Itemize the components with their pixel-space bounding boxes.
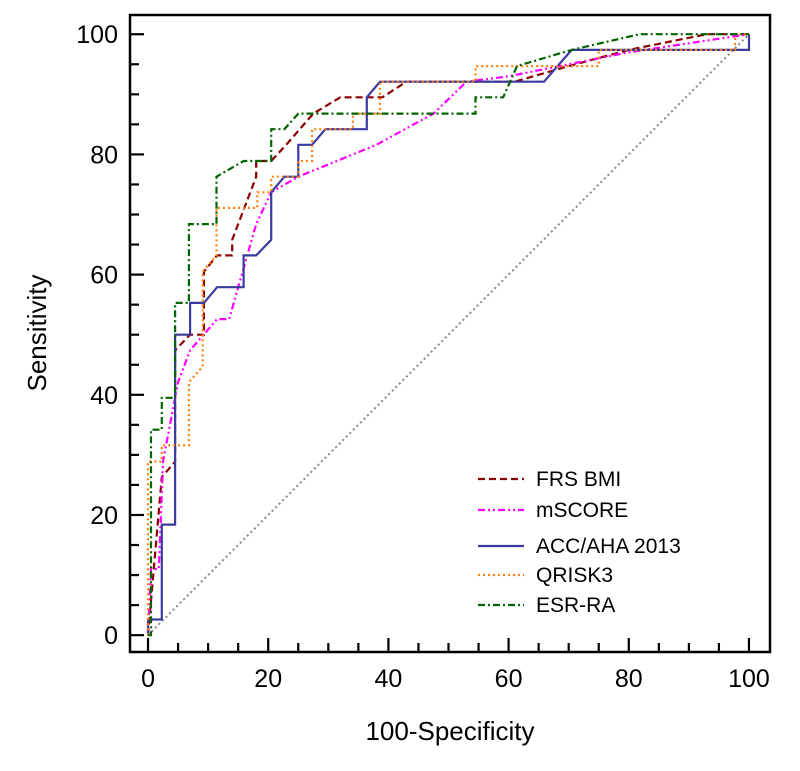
- y-axis-title: Sensitivity: [22, 274, 52, 391]
- series-line-esr-ra: [148, 33, 749, 637]
- x-tick-label: 0: [141, 665, 155, 693]
- series-line-mscore: [146, 33, 750, 636]
- ticks-layer: [130, 33, 751, 652]
- legend-label: QRISK3: [536, 564, 613, 587]
- x-tick-label: 60: [495, 665, 523, 693]
- series-layer: [146, 33, 751, 637]
- y-tick-label: 100: [76, 21, 118, 49]
- x-tick-label: 100: [728, 665, 770, 693]
- x-axis-title: 100-Specificity: [365, 716, 534, 746]
- y-tick-labels: 0 20 40 60 80 100: [76, 21, 118, 650]
- legend-label: FRS BMI: [536, 468, 621, 491]
- y-tick-label: 0: [104, 622, 118, 650]
- y-tick-label: 80: [90, 141, 118, 169]
- y-tick-label: 20: [90, 502, 118, 530]
- legend-label: ACC/AHA 2013: [536, 535, 681, 558]
- reference-layer: [147, 33, 750, 636]
- y-tick-label: 40: [90, 382, 118, 410]
- x-tick-label: 80: [615, 665, 643, 693]
- x-tick-labels: 0 20 40 60 80 100: [141, 665, 770, 693]
- x-tick-label: 40: [374, 665, 402, 693]
- chance-diagonal-line: [147, 33, 750, 636]
- x-tick-label: 20: [254, 665, 282, 693]
- y-tick-label: 60: [90, 262, 118, 290]
- legend-label: ESR-RA: [536, 594, 615, 617]
- series-line-qrisk3: [146, 33, 749, 636]
- legend: FRS BMI mSCORE ACC/AHA 2013 QRISK3 ESR-RA: [478, 468, 681, 617]
- legend-label: mSCORE: [536, 499, 628, 522]
